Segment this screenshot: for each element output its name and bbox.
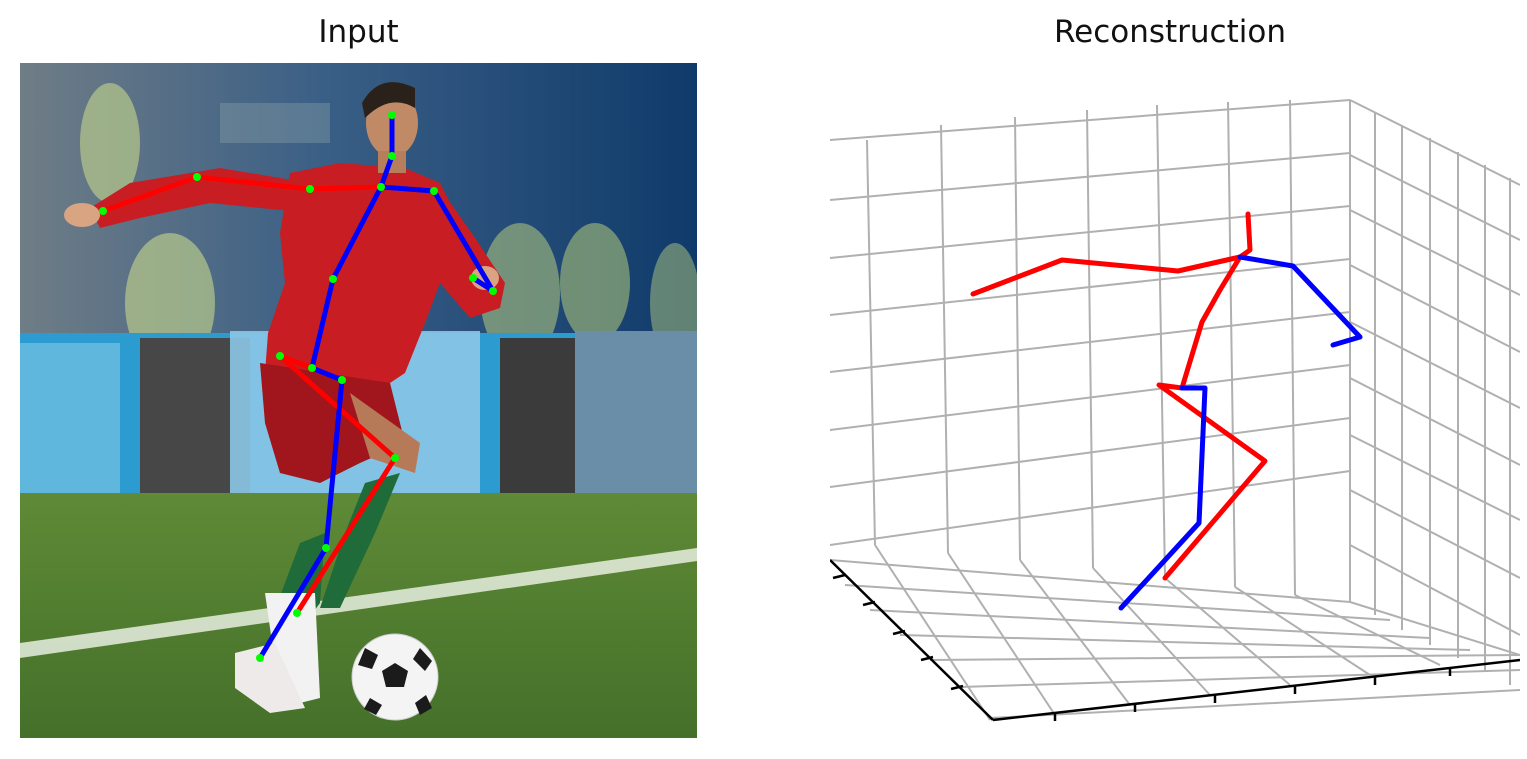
- blue-left-arm: [1237, 254, 1363, 348]
- red-right-arm: [970, 254, 1243, 297]
- input-title: Input: [318, 14, 399, 50]
- skeleton-3d: [970, 211, 1363, 611]
- keypoint: [329, 275, 337, 283]
- grid-line: [1019, 559, 1131, 706]
- axis-tick: [832, 573, 846, 580]
- grid-line: [947, 552, 1056, 716]
- grid-line: [959, 669, 1520, 688]
- reconstruction-3d-plot: [830, 99, 1520, 722]
- axis-tick: [892, 629, 906, 636]
- red-right-arm: [100, 174, 384, 214]
- grid-line: [869, 609, 1431, 639]
- grid-line: [830, 311, 1351, 373]
- axis-lines: [830, 559, 1520, 722]
- grid-line: [1086, 109, 1094, 569]
- grid-line: [830, 258, 1351, 316]
- grid-line: [940, 124, 949, 554]
- grid-line: [1156, 104, 1166, 579]
- grid-line: [874, 544, 991, 721]
- keypoints: [99, 111, 497, 662]
- skeleton-2d-overlay: [100, 112, 496, 661]
- grid-line: [1349, 434, 1520, 521]
- axis-tick: [920, 655, 934, 662]
- grid-line: [1014, 116, 1021, 561]
- grid-line: [830, 205, 1351, 259]
- grid-line: [830, 470, 1351, 546]
- reconstruction-panel: [830, 90, 1520, 750]
- grid-lines: [830, 99, 1520, 721]
- grid-line: [844, 584, 1391, 621]
- keypoint: [99, 207, 107, 215]
- grid-line: [1349, 601, 1520, 656]
- blue-left-leg: [1118, 385, 1208, 611]
- keypoint: [308, 364, 316, 372]
- axis-tick: [950, 684, 964, 691]
- keypoint: [430, 187, 438, 195]
- grid-line: [1349, 209, 1520, 296]
- grid-line: [929, 654, 1520, 661]
- grid-line: [1294, 594, 1441, 666]
- blue-left-leg: [257, 365, 345, 661]
- keypoint: [388, 152, 396, 160]
- input-image-panel: [20, 63, 697, 738]
- grid-line: [830, 559, 1351, 603]
- keypoint: [306, 185, 314, 193]
- axis-line: [992, 658, 1520, 722]
- grid-line: [1349, 321, 1520, 409]
- grid-line: [1227, 101, 1236, 588]
- keypoint: [338, 376, 346, 384]
- grid-line: [1349, 154, 1520, 241]
- grid-line: [830, 364, 1351, 431]
- grid-line: [830, 417, 1351, 488]
- keypoint: [388, 111, 396, 119]
- blue-left-arm: [378, 184, 496, 294]
- grid-line: [1349, 544, 1520, 636]
- red-spine-right-leg: [1156, 211, 1268, 581]
- keypoint: [469, 274, 477, 282]
- keypoint: [293, 609, 301, 617]
- grid-line: [830, 99, 1351, 141]
- grid-line: [1092, 567, 1211, 696]
- keypoint: [193, 173, 201, 181]
- grid-line: [830, 152, 1351, 201]
- grid-line: [1289, 99, 1296, 596]
- input-image: [20, 63, 697, 738]
- keypoint: [256, 654, 264, 662]
- grid-line: [1349, 489, 1520, 579]
- grid-line: [989, 689, 1520, 719]
- axis-tick: [862, 600, 876, 607]
- grid-line: [899, 634, 1471, 651]
- keypoint: [391, 454, 399, 462]
- grid-line: [1349, 377, 1520, 466]
- keypoint: [276, 352, 284, 360]
- keypoint: [377, 183, 385, 191]
- grid-line: [866, 139, 876, 546]
- axis-line: [830, 559, 994, 721]
- soccer-ball-icon: [351, 633, 439, 721]
- keypoint: [322, 544, 330, 552]
- grid-line: [1349, 264, 1520, 353]
- grid-line: [1164, 577, 1291, 686]
- reconstruction-title: Reconstruction: [1053, 14, 1286, 50]
- keypoint: [489, 287, 497, 295]
- grid-line: [1349, 99, 1520, 186]
